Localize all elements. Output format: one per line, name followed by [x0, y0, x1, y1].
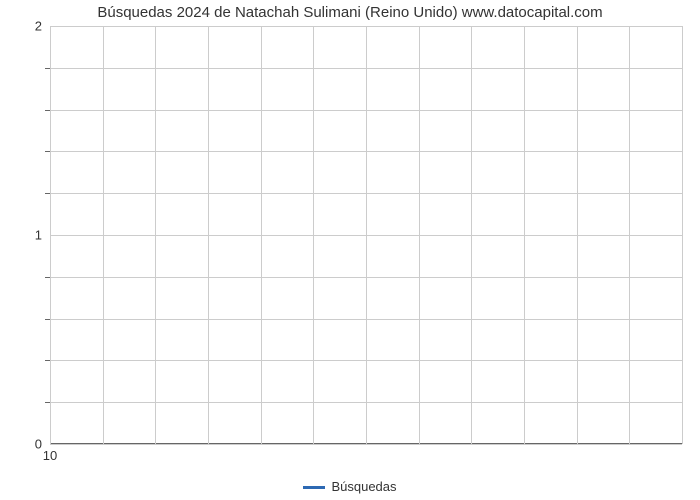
gridline-horizontal-minor: [50, 151, 682, 152]
y-minor-tick: [45, 193, 50, 194]
y-tick-label: 1: [35, 228, 42, 243]
y-minor-tick: [45, 277, 50, 278]
gridline-horizontal-minor: [50, 319, 682, 320]
legend-label: Búsquedas: [331, 479, 396, 494]
y-tick-label: 2: [35, 19, 42, 34]
x-tick-label: 10: [43, 448, 57, 463]
gridline-horizontal-minor: [50, 402, 682, 403]
gridline-vertical: [682, 26, 683, 444]
gridline-horizontal: [50, 26, 682, 27]
plot-area: 01210: [50, 26, 682, 444]
gridline-horizontal-minor: [50, 68, 682, 69]
chart-container: Búsquedas 2024 de Natachah Sulimani (Rei…: [0, 0, 700, 500]
y-minor-tick: [45, 110, 50, 111]
gridline-horizontal-minor: [50, 360, 682, 361]
gridline-horizontal-minor: [50, 110, 682, 111]
y-minor-tick: [45, 151, 50, 152]
legend: Búsquedas: [0, 479, 700, 494]
y-minor-tick: [45, 319, 50, 320]
legend-swatch: [303, 486, 325, 489]
gridline-horizontal-minor: [50, 277, 682, 278]
y-minor-tick: [45, 402, 50, 403]
y-tick-label: 0: [35, 437, 42, 452]
chart-title: Búsquedas 2024 de Natachah Sulimani (Rei…: [0, 4, 700, 21]
y-minor-tick: [45, 360, 50, 361]
gridline-horizontal-minor: [50, 193, 682, 194]
y-minor-tick: [45, 68, 50, 69]
gridline-horizontal: [50, 235, 682, 236]
gridline-horizontal: [50, 444, 682, 445]
